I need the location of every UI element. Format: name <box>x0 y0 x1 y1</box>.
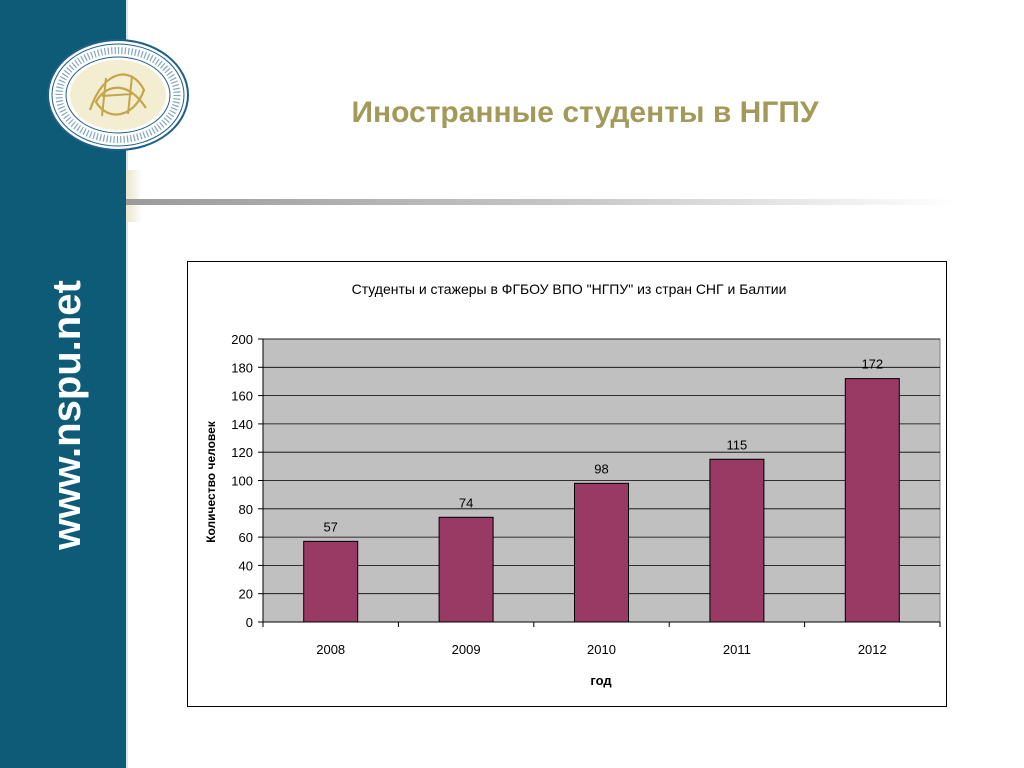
site-url[interactable]: www.nspu.net <box>45 280 89 550</box>
y-tick-label: 60 <box>239 530 253 545</box>
x-tick-label: 2012 <box>858 642 887 657</box>
y-tick-label: 180 <box>231 360 253 375</box>
data-label: 57 <box>323 519 337 534</box>
data-label: 98 <box>594 461 608 476</box>
y-tick-label: 20 <box>239 587 253 602</box>
x-axis-label: год <box>590 673 612 688</box>
y-tick-label: 160 <box>231 389 253 404</box>
data-label: 74 <box>459 495 473 510</box>
x-tick-label: 2010 <box>587 642 616 657</box>
y-tick-label: 80 <box>239 502 253 517</box>
bar <box>709 458 765 623</box>
sidebar-edge <box>126 0 128 768</box>
slide-title: Иностранные студенты в НГПУ <box>351 96 819 129</box>
y-tick-label: 40 <box>239 558 253 573</box>
y-tick-label: 140 <box>231 417 253 432</box>
title-divider <box>126 199 956 205</box>
bar <box>438 516 494 623</box>
y-tick-label: 120 <box>231 445 253 460</box>
bar <box>574 482 629 623</box>
university-seal-icon <box>47 39 189 151</box>
chart-title: Студенты и стажеры в ФГБОУ ВПО "НГПУ" из… <box>352 281 787 297</box>
y-tick-label: 100 <box>231 474 253 489</box>
accent-block <box>126 170 142 222</box>
bar <box>303 540 359 623</box>
data-label: 172 <box>861 357 883 372</box>
x-tick-label: 2009 <box>452 642 481 657</box>
data-label: 115 <box>727 437 748 452</box>
chart-frame: Студенты и стажеры в ФГБОУ ВПО "НГПУ" из… <box>187 261 947 707</box>
x-tick-label: 2008 <box>316 642 345 657</box>
y-tick-label: 200 <box>231 332 253 347</box>
x-tick-label: 2011 <box>723 642 751 657</box>
y-axis-label: Количество человек <box>204 420 218 543</box>
bar-chart: Студенты и стажеры в ФГБОУ ВПО "НГПУ" из… <box>204 281 941 688</box>
y-tick-label: 0 <box>246 615 253 630</box>
bar <box>844 378 900 623</box>
